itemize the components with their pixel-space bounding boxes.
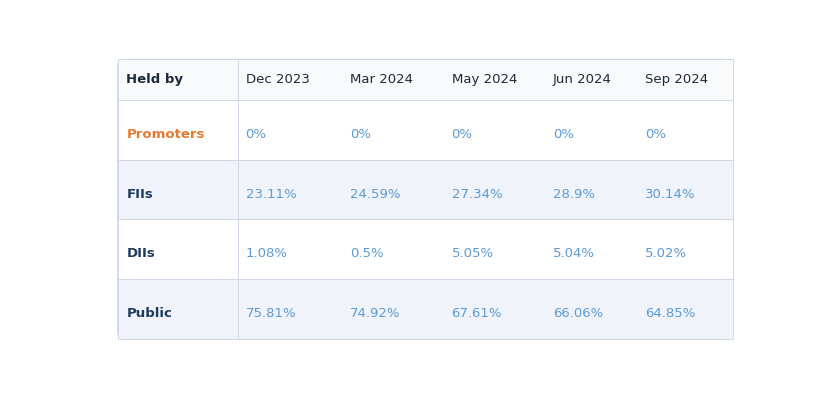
Text: 24.59%: 24.59% [350, 188, 401, 201]
Text: 74.92%: 74.92% [350, 307, 401, 320]
Text: DIIs: DIIs [126, 247, 155, 260]
Text: 30.14%: 30.14% [645, 188, 696, 201]
Text: 5.05%: 5.05% [452, 247, 494, 260]
Text: Mar 2024: Mar 2024 [350, 73, 413, 86]
Text: Held by: Held by [125, 73, 183, 86]
Text: 0.5%: 0.5% [350, 247, 383, 260]
Text: 23.11%: 23.11% [246, 188, 296, 201]
Text: 5.04%: 5.04% [553, 247, 595, 260]
Text: 0%: 0% [553, 128, 574, 141]
Bar [118, 279, 733, 338]
Text: 5.02%: 5.02% [645, 247, 687, 260]
Text: 0%: 0% [246, 128, 266, 141]
Bar [118, 219, 733, 279]
FancyBboxPatch shape [118, 59, 733, 338]
Text: Jun 2024: Jun 2024 [553, 73, 612, 86]
Text: 27.34%: 27.34% [452, 188, 502, 201]
Text: Promoters: Promoters [126, 128, 205, 141]
Text: Public: Public [126, 307, 172, 320]
Text: 0%: 0% [350, 128, 371, 141]
Text: 0%: 0% [645, 128, 666, 141]
Text: May 2024: May 2024 [452, 73, 517, 86]
Text: 64.85%: 64.85% [645, 307, 696, 320]
Text: Dec 2023: Dec 2023 [246, 73, 310, 86]
Text: 75.81%: 75.81% [246, 307, 296, 320]
Text: FIIs: FIIs [126, 188, 153, 201]
Text: Sep 2024: Sep 2024 [645, 73, 708, 86]
Text: 1.08%: 1.08% [246, 247, 287, 260]
Text: 66.06%: 66.06% [553, 307, 603, 320]
Text: 28.9%: 28.9% [553, 188, 595, 201]
Bar [118, 100, 733, 160]
Bar [118, 160, 733, 219]
Text: 0%: 0% [452, 128, 472, 141]
Bar [118, 59, 733, 100]
Text: 67.61%: 67.61% [452, 307, 502, 320]
